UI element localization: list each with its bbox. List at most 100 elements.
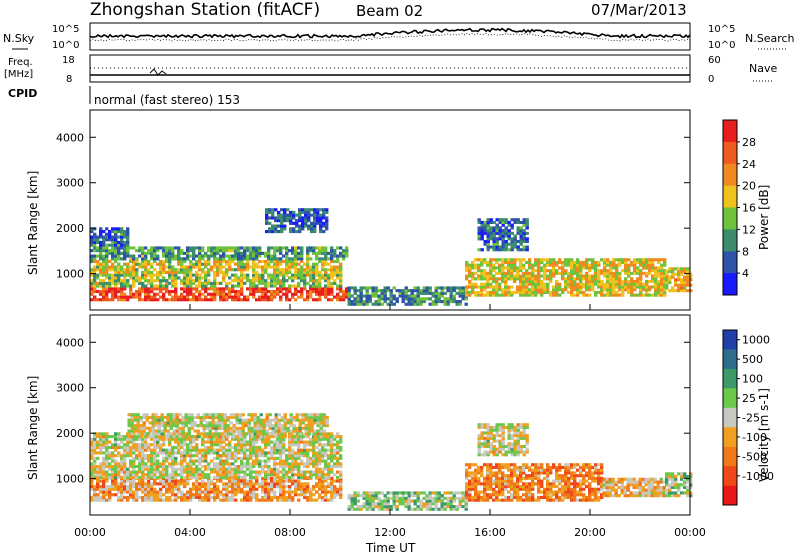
velocity-cell	[283, 421, 287, 425]
power-cell	[288, 298, 292, 302]
velocity-cell	[171, 475, 175, 479]
power-cell	[186, 290, 190, 294]
velocity-cell	[359, 507, 363, 511]
power-cell	[383, 300, 387, 304]
power-cell	[492, 237, 496, 241]
power-cell	[549, 263, 553, 267]
power-cell	[683, 280, 687, 284]
power-cell	[243, 265, 247, 269]
velocity-cell	[240, 482, 244, 486]
power-cell	[561, 271, 565, 275]
velocity-cell	[368, 496, 372, 500]
velocity-cell	[246, 456, 250, 460]
power-cell	[322, 230, 326, 234]
power-cell	[195, 290, 199, 294]
velocity-cell	[154, 432, 158, 436]
velocity-cell	[96, 493, 100, 497]
power-cell	[258, 298, 262, 302]
velocity-cell	[306, 454, 310, 458]
velocity-cell	[201, 490, 205, 494]
power-cell	[686, 272, 690, 276]
power-cell	[210, 284, 214, 288]
power-cell	[663, 274, 667, 278]
power-cell	[519, 229, 523, 233]
power-cell	[324, 276, 328, 280]
power-cell	[231, 287, 235, 291]
power-cell	[431, 300, 435, 304]
power-cell	[648, 280, 652, 284]
velocity-cell	[180, 479, 184, 483]
power-cell	[286, 213, 290, 217]
power-cell	[552, 288, 556, 292]
power-cell	[507, 229, 511, 233]
power-cell	[310, 227, 314, 231]
velocity-cell	[175, 418, 179, 422]
power-cell	[291, 251, 295, 255]
power-cell	[198, 292, 202, 296]
velocity-cell	[114, 479, 118, 483]
power-cell	[313, 227, 317, 231]
velocity-cell	[123, 473, 127, 477]
power-cell	[591, 285, 595, 289]
power-cell	[552, 271, 556, 275]
velocity-cell	[383, 502, 387, 506]
power-cell	[270, 260, 274, 264]
power-cell	[452, 289, 456, 293]
power-cell	[240, 268, 244, 272]
power-cell	[468, 290, 472, 294]
power-cell	[304, 221, 308, 225]
power-cell	[579, 263, 583, 267]
velocity-cell	[315, 456, 319, 460]
velocity-cell	[267, 495, 271, 499]
power-cell	[120, 295, 124, 299]
velocity-cell	[407, 505, 411, 509]
power-cell	[564, 258, 568, 262]
velocity-cell	[162, 470, 166, 474]
power-cell	[228, 287, 232, 291]
power-cell	[105, 254, 109, 258]
power-cell	[108, 287, 112, 291]
power-cell	[147, 279, 151, 283]
velocity-cell	[216, 437, 220, 441]
velocity-cell	[368, 499, 372, 503]
velocity-cell	[102, 440, 106, 444]
power-cell	[312, 290, 316, 294]
power-cell	[159, 287, 163, 291]
velocity-cell	[133, 429, 137, 433]
power-cell	[285, 262, 289, 266]
velocity-cell	[282, 473, 286, 477]
power-cell	[147, 295, 151, 299]
freq-tick-top: 18	[62, 55, 75, 66]
power-cell	[419, 297, 423, 301]
power-cell	[674, 280, 678, 284]
power-cell	[312, 270, 316, 274]
velocity-cell	[295, 435, 299, 439]
velocity-cell	[141, 485, 145, 489]
power-cell	[612, 274, 616, 278]
power-cell	[567, 285, 571, 289]
power-cell	[318, 260, 322, 264]
velocity-cell	[258, 465, 262, 469]
velocity-cell	[298, 418, 302, 422]
power-cell	[300, 249, 304, 253]
velocity-cell	[150, 482, 154, 486]
power-cell	[117, 276, 121, 280]
power-cell	[663, 280, 667, 284]
power-cell	[552, 263, 556, 267]
velocity-cell	[96, 473, 100, 477]
power-cell	[489, 271, 493, 275]
velocity-cell	[169, 415, 173, 419]
velocity-cell	[135, 498, 139, 502]
power-cell	[501, 237, 505, 241]
power-cell	[657, 280, 661, 284]
power-cell	[210, 254, 214, 258]
power-cell	[564, 271, 568, 275]
velocity-cell	[96, 475, 100, 479]
velocity-cell	[243, 498, 247, 502]
velocity-cell	[294, 459, 298, 463]
power-cell	[665, 286, 669, 290]
velocity-cell	[253, 413, 257, 417]
power-cell	[228, 246, 232, 250]
power-cell	[353, 300, 357, 304]
power-cell	[207, 292, 211, 296]
